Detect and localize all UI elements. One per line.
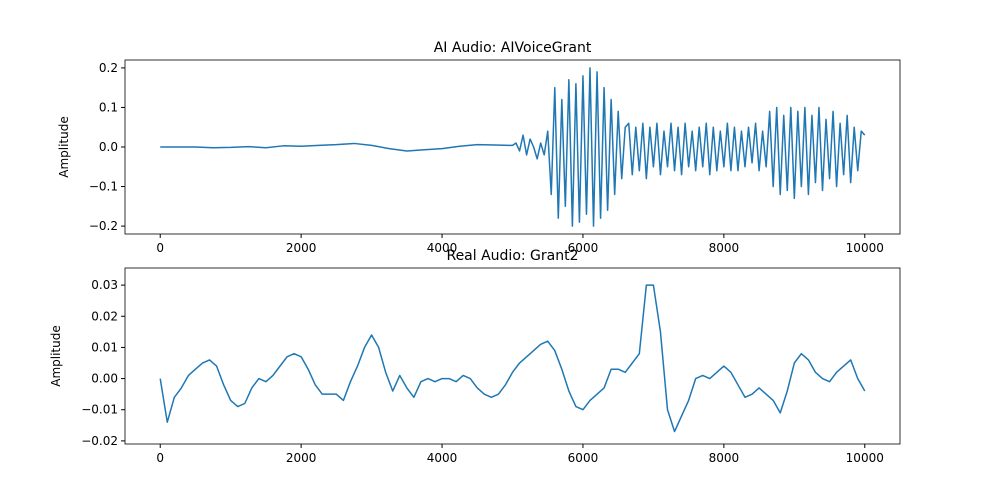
y-tick-label: −0.02 xyxy=(81,434,118,448)
y-tick-label: 0.03 xyxy=(91,278,118,292)
waveform xyxy=(160,67,866,227)
chart-title: Real Audio: Grant2 xyxy=(446,248,578,264)
y-axis-label: Amplitude xyxy=(49,325,63,387)
y-tick-label: 0.1 xyxy=(99,100,118,114)
y-tick-label: −0.1 xyxy=(89,180,118,194)
x-tick-label: 0 xyxy=(156,241,164,255)
waveform xyxy=(159,284,866,433)
x-tick-label: 8000 xyxy=(709,241,740,255)
chart-title: AI Audio: AIVoiceGrant xyxy=(434,40,592,56)
y-tick-label: 0.00 xyxy=(91,372,118,386)
x-tick-label: 6000 xyxy=(568,241,599,255)
y-axis-label: Amplitude xyxy=(57,116,71,178)
y-tick-label: 0.2 xyxy=(99,61,118,75)
y-tick-label: 0.01 xyxy=(91,340,118,354)
x-tick-label: 2000 xyxy=(286,241,317,255)
x-tick-label: 2000 xyxy=(286,451,317,465)
axes-frame xyxy=(124,267,901,445)
y-tick-label: −0.01 xyxy=(81,403,118,417)
y-tick-label: −0.2 xyxy=(89,219,118,233)
y-tick-label: 0.0 xyxy=(99,140,118,154)
x-tick-label: 4000 xyxy=(427,451,458,465)
x-tick-label: 10000 xyxy=(846,241,884,255)
x-tick-label: 6000 xyxy=(568,451,599,465)
x-tick-label: 8000 xyxy=(709,451,740,465)
x-tick-label: 0 xyxy=(156,451,164,465)
x-tick-label: 10000 xyxy=(846,451,884,465)
y-tick-label: 0.02 xyxy=(91,309,118,323)
x-tick-label: 4000 xyxy=(427,241,458,255)
